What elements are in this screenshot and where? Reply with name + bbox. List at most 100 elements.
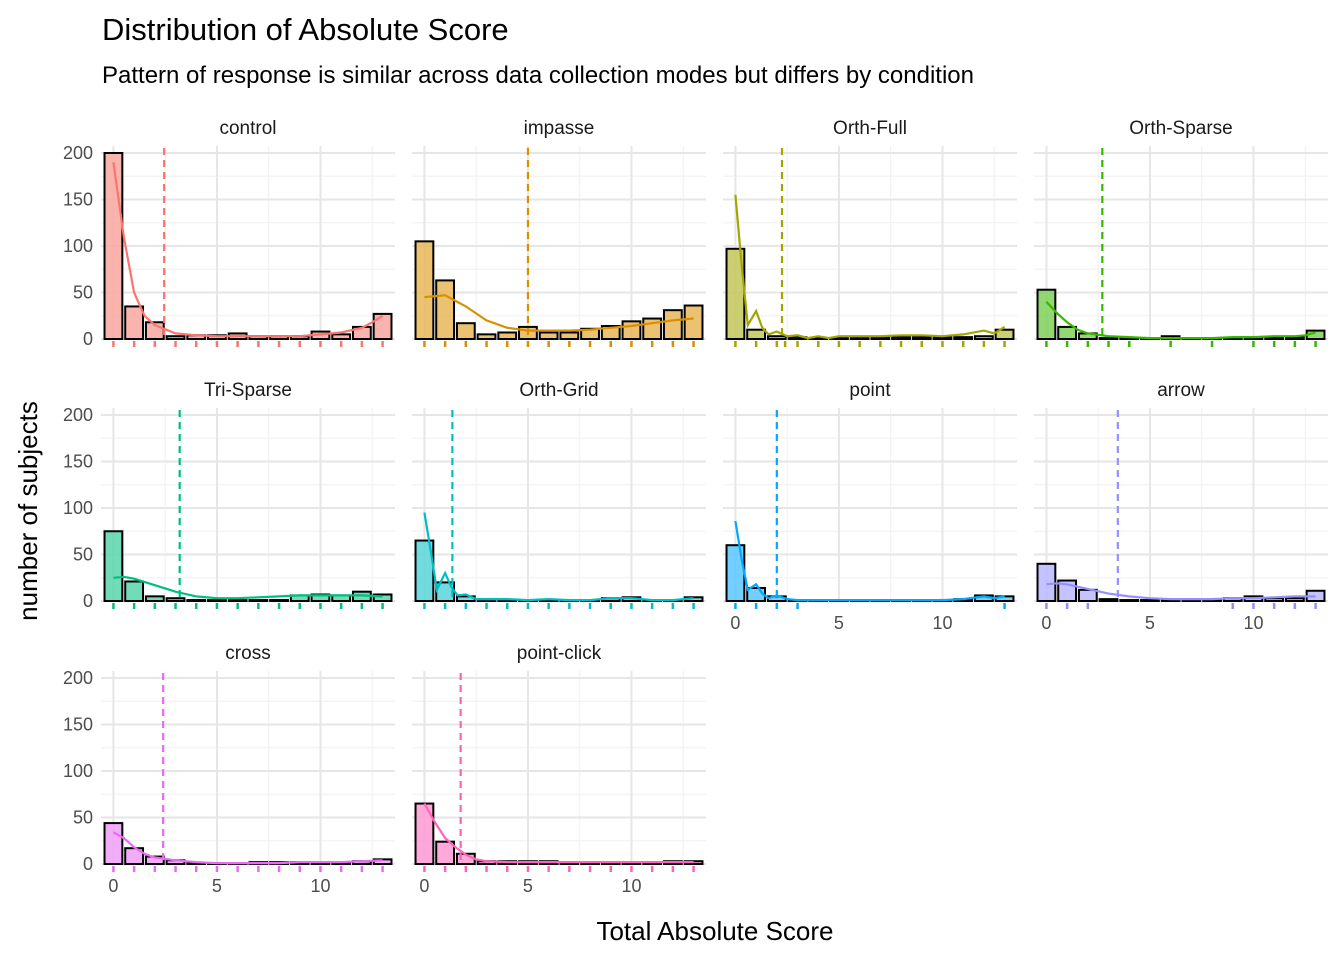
- y-tick-label: 50: [73, 808, 93, 828]
- y-tick-label: 100: [63, 761, 93, 781]
- histogram-bar: [891, 336, 911, 341]
- x-tick-label: 0: [1041, 613, 1051, 633]
- histogram-bar: [414, 240, 435, 341]
- y-tick-label: 0: [83, 591, 93, 611]
- histogram-bar: [124, 305, 145, 341]
- histogram-bar: [227, 599, 248, 603]
- y-tick-label: 0: [83, 329, 93, 349]
- histogram-bar: [994, 328, 1015, 341]
- x-tick-label: 10: [621, 876, 641, 896]
- histogram-bar: [476, 333, 497, 341]
- histogram-bar: [953, 336, 974, 341]
- histogram-bar: [103, 530, 124, 602]
- facet-label: impasse: [524, 118, 595, 139]
- x-axis-title: Total Absolute Score: [596, 916, 833, 946]
- histogram-bar: [1098, 337, 1119, 341]
- x-tick-label: 10: [310, 876, 330, 896]
- histogram-bar: [165, 335, 186, 340]
- y-tick-label: 50: [73, 283, 93, 303]
- histogram-bar: [372, 312, 393, 341]
- x-tick-label: 10: [932, 613, 952, 633]
- histogram-bar: [1057, 325, 1078, 341]
- facet-panel: control 0 50 100 150 200: [63, 118, 395, 349]
- facet-panel: impasse: [412, 118, 706, 347]
- x-tick-label: 5: [212, 876, 222, 896]
- density-curve: [1046, 582, 1316, 601]
- facet-panel: point 0 5 10: [723, 380, 1017, 633]
- x-tick-label: 5: [834, 613, 844, 633]
- facet-panel: Orth-Sparse: [1034, 118, 1328, 347]
- facet-label: arrow: [1157, 380, 1205, 401]
- histogram-bar: [932, 336, 953, 341]
- y-axis-title: number of subjects: [13, 401, 43, 621]
- facet-panel: cross 0 50 100 150 200 0 5 10: [63, 643, 395, 896]
- density-curve: [424, 294, 694, 332]
- histogram-bar: [766, 335, 787, 340]
- y-tick-label: 150: [63, 452, 93, 472]
- y-tick-label: 200: [63, 143, 93, 163]
- histogram-bar: [103, 822, 124, 866]
- histogram-bar: [435, 279, 456, 341]
- facet-panel: point-click 0 5 10: [412, 643, 706, 896]
- facet-panel: Orth-Grid: [412, 380, 706, 609]
- histogram-bar: [497, 331, 518, 340]
- histogram-bar: [662, 309, 683, 341]
- histogram-bar: [1160, 599, 1181, 603]
- y-tick-label: 150: [63, 190, 93, 210]
- density-curve: [734, 520, 1005, 602]
- y-tick-label: 100: [63, 498, 93, 518]
- chart-title: Distribution of Absolute Score: [102, 12, 509, 47]
- histogram-bar: [1036, 288, 1057, 340]
- facet-label: point-click: [517, 643, 602, 664]
- histogram-bar: [746, 328, 767, 341]
- y-tick-label: 200: [63, 405, 93, 425]
- facet-label: Orth-Full: [833, 118, 907, 139]
- histogram-bar: [1077, 588, 1098, 603]
- histogram-bar: [538, 331, 559, 340]
- histogram-bar: [1098, 598, 1119, 603]
- histogram-bar: [642, 862, 663, 866]
- histogram-bar: [331, 333, 352, 341]
- facet-label: Orth-Sparse: [1129, 118, 1232, 139]
- histogram-bar: [1284, 597, 1305, 603]
- facet-panel: Tri-Sparse 0 50 100 150 200: [63, 380, 395, 611]
- histogram-bar: [683, 304, 704, 340]
- facet-label: control: [219, 118, 276, 139]
- x-tick-label: 0: [730, 613, 740, 633]
- histogram-bar: [435, 840, 456, 865]
- y-tick-label: 100: [63, 236, 93, 256]
- histogram-bar: [248, 599, 269, 603]
- facet-panel: arrow 0 5 10: [1034, 380, 1328, 633]
- density-curve: [113, 575, 383, 600]
- x-tick-label: 10: [1243, 613, 1263, 633]
- density-curve: [423, 802, 694, 864]
- density-curve: [112, 162, 384, 338]
- density-curve: [734, 194, 1006, 340]
- x-tick-label: 0: [419, 876, 429, 896]
- histogram-bar: [1036, 562, 1057, 602]
- facet-label: Orth-Grid: [519, 380, 598, 401]
- histogram-bar: [870, 336, 891, 341]
- facet-label: cross: [225, 643, 270, 664]
- histogram-bar: [621, 320, 642, 340]
- x-tick-label: 0: [108, 876, 118, 896]
- chart-subtitle: Pattern of response is similar across da…: [102, 62, 974, 89]
- x-tick-label: 5: [523, 876, 533, 896]
- histogram-bar: [1181, 599, 1202, 603]
- facet-label: Tri-Sparse: [204, 380, 292, 401]
- y-tick-label: 0: [83, 854, 93, 874]
- facet-panel: Orth-Full: [723, 118, 1017, 347]
- histogram-bar: [103, 152, 124, 340]
- histogram-bar: [911, 336, 932, 341]
- histogram-bar: [144, 595, 165, 602]
- histogram-bar: [849, 337, 870, 341]
- histogram-bar: [269, 599, 289, 603]
- y-tick-label: 150: [63, 715, 93, 735]
- histogram-bar: [621, 862, 642, 866]
- histogram-bar: [165, 597, 186, 603]
- histogram-bar: [124, 580, 145, 602]
- histogram-bar: [1119, 599, 1140, 603]
- density-curve: [112, 831, 383, 865]
